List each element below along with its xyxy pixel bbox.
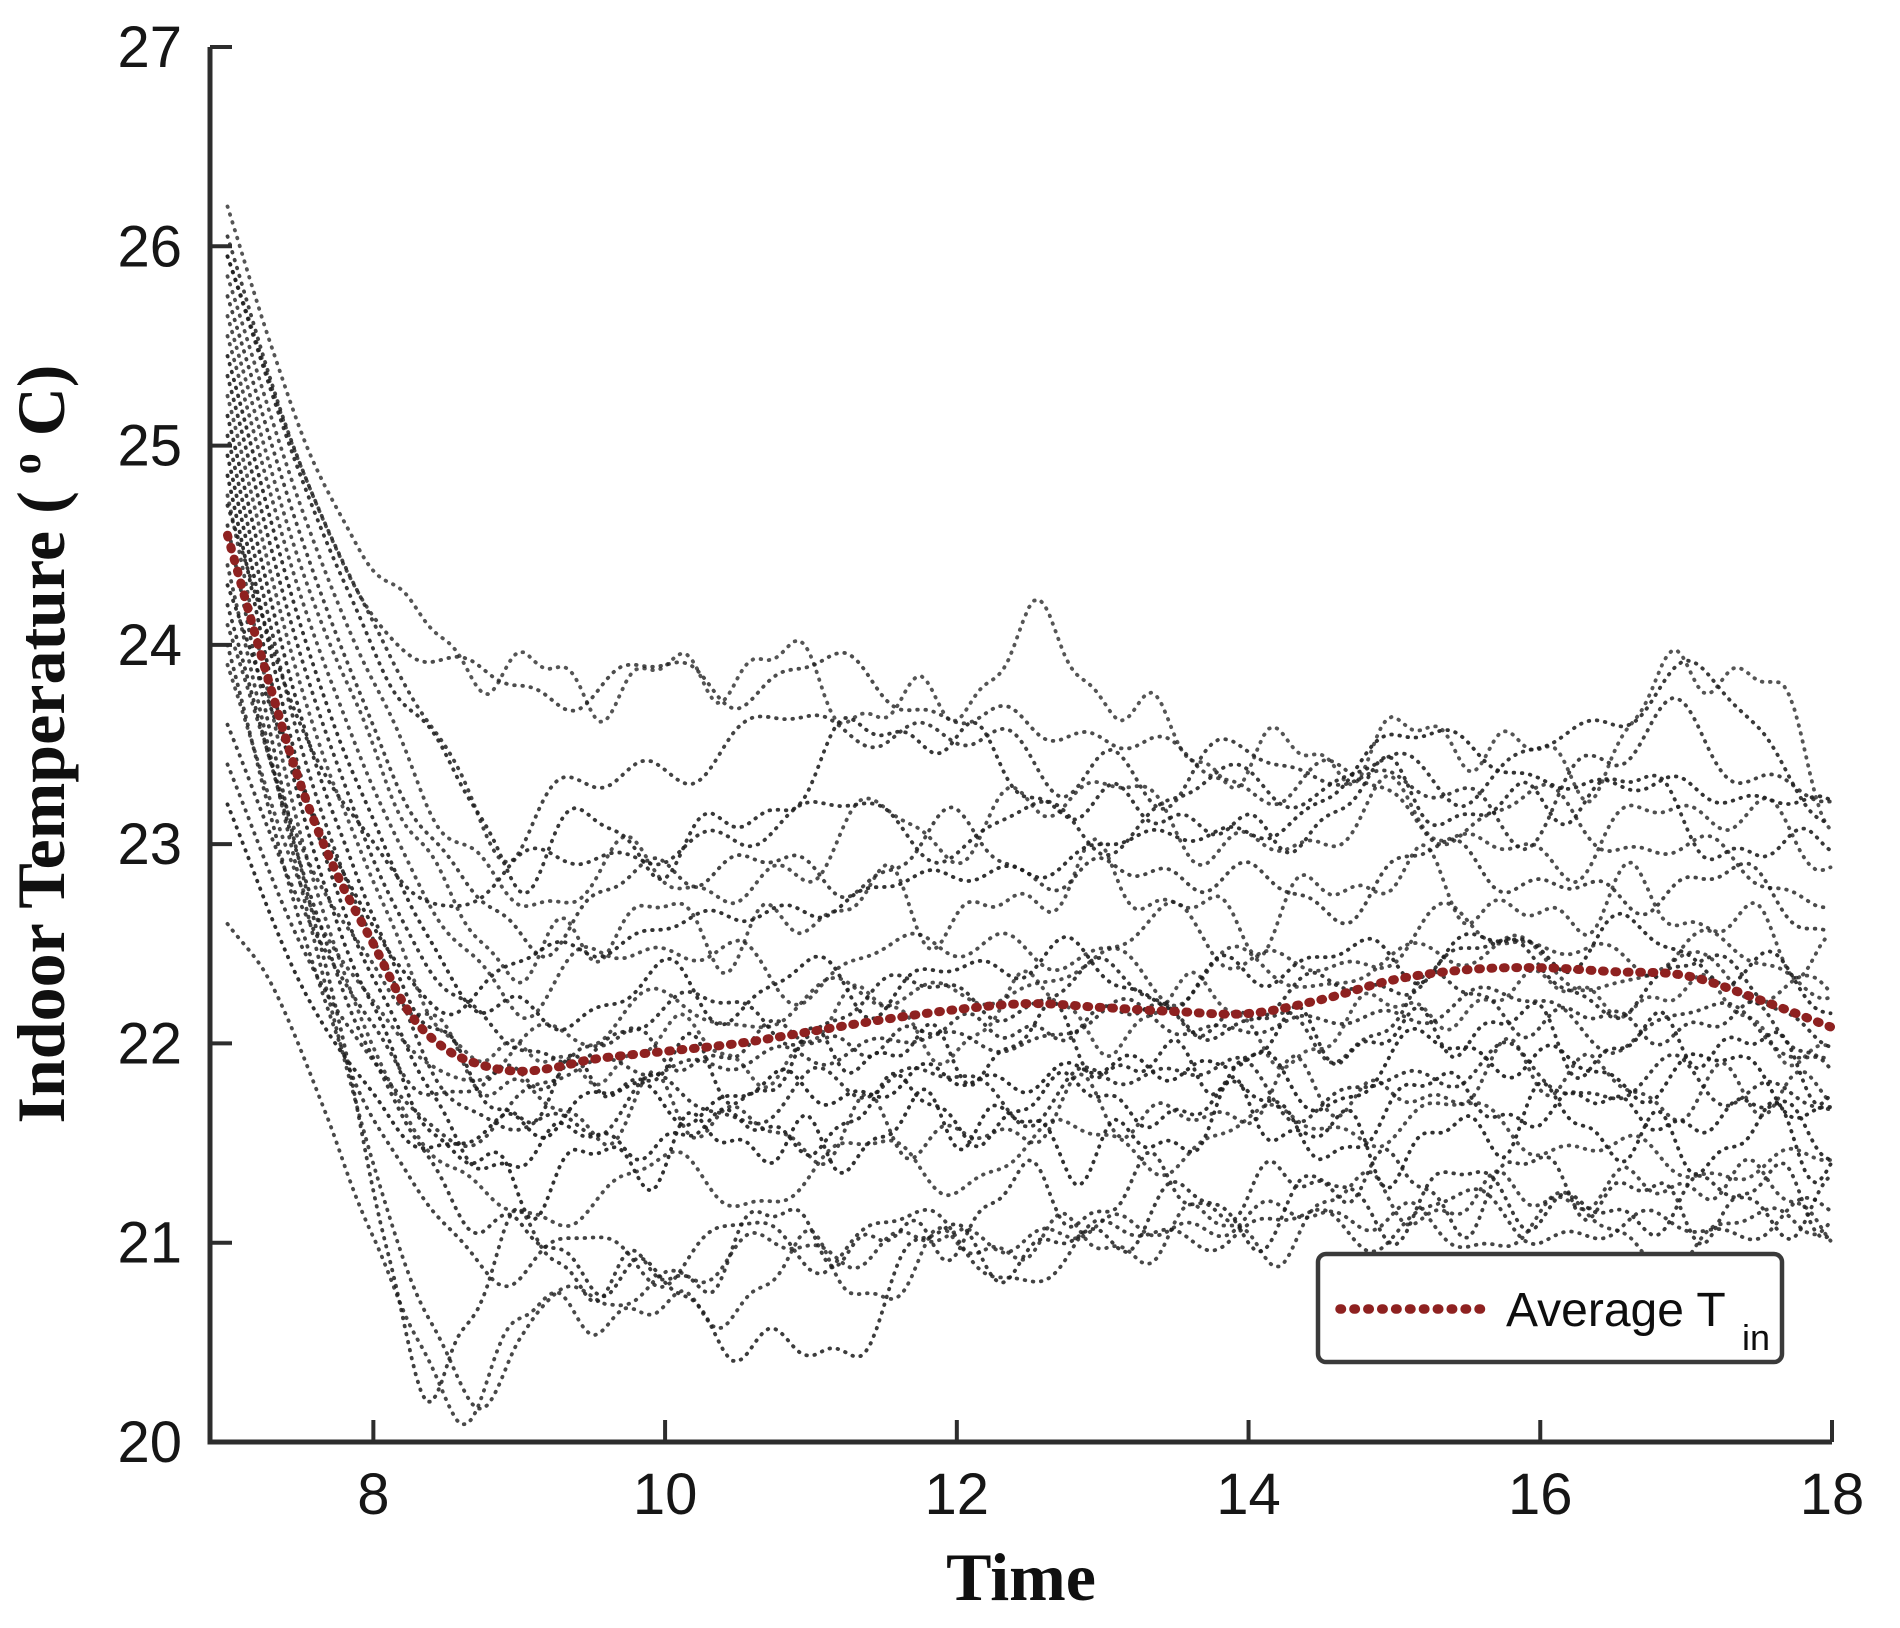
temperature-trace bbox=[225, 334, 1833, 1020]
legend-box bbox=[1315, 1251, 1785, 1365]
temperature-trace bbox=[225, 314, 1833, 985]
x-tick-label: 12 bbox=[925, 1462, 990, 1527]
y-tick-label: 21 bbox=[117, 1211, 182, 1276]
temperature-trace bbox=[225, 453, 1833, 1171]
temperature-trace bbox=[225, 643, 1833, 1290]
temperature-trace bbox=[225, 563, 1833, 1411]
temperature-trace bbox=[225, 603, 1833, 1364]
x-tick-label: 16 bbox=[1508, 1462, 1573, 1527]
temperature-trace bbox=[225, 473, 1833, 1223]
temperature-trace bbox=[225, 623, 1833, 1167]
y-axis-title: Indoor Temperature ( o C) bbox=[0, 365, 79, 1124]
temperature-trace bbox=[225, 493, 1833, 1229]
legend: Average T in bbox=[1315, 1251, 1785, 1365]
x-tick-label: 8 bbox=[357, 1462, 389, 1527]
axis-lines bbox=[207, 47, 1832, 1445]
tick-labels: 20 21 22 23 24 25 26 27 8 10 12 14 16 18 bbox=[117, 15, 1864, 1527]
temperature-trace bbox=[225, 294, 1833, 959]
temperature-trace bbox=[225, 354, 1833, 1033]
x-tick-label: 10 bbox=[633, 1462, 698, 1527]
temperature-trace bbox=[225, 254, 1833, 910]
y-tick-label: 25 bbox=[117, 414, 182, 479]
average-temperature-line bbox=[223, 530, 1835, 1076]
temperature-trace bbox=[225, 433, 1833, 1138]
plot-series bbox=[223, 204, 1835, 1427]
temperature-trace bbox=[225, 583, 1833, 1017]
temperature-trace bbox=[225, 373, 1833, 1067]
legend-label-subscript: in bbox=[1742, 1317, 1770, 1358]
temperature-trace bbox=[225, 802, 1833, 1151]
y-tick-label: 20 bbox=[117, 1410, 182, 1475]
temperature-trace bbox=[225, 503, 1833, 909]
temperature-trace bbox=[225, 234, 1833, 865]
y-tick-label: 24 bbox=[117, 613, 182, 678]
temperature-trace bbox=[225, 413, 1833, 1125]
y-tick-label: 22 bbox=[117, 1011, 182, 1076]
axes bbox=[207, 45, 1834, 1445]
x-tick-label: 18 bbox=[1800, 1462, 1865, 1527]
y-tick-label: 26 bbox=[117, 214, 182, 279]
temperature-trace bbox=[225, 274, 1833, 909]
y-axis-title-text: Indoor Temperature ( bbox=[3, 491, 79, 1123]
temperature-trace bbox=[225, 762, 1833, 1149]
y-axis-title-unit: C) bbox=[3, 365, 79, 437]
temperature-trace bbox=[225, 922, 1833, 1427]
temperature-trace bbox=[225, 204, 1833, 832]
temperature-trace bbox=[225, 523, 1833, 1404]
y-tick-label: 23 bbox=[117, 812, 182, 877]
temperature-trace bbox=[225, 393, 1833, 1090]
x-axis-title: Time bbox=[946, 1539, 1096, 1615]
degree-superscript: o bbox=[4, 453, 50, 474]
x-tick-label: 14 bbox=[1216, 1462, 1281, 1527]
legend-label: Average T bbox=[1506, 1284, 1726, 1337]
temperature-trace bbox=[225, 254, 1833, 896]
y-tick-label: 27 bbox=[117, 15, 182, 80]
